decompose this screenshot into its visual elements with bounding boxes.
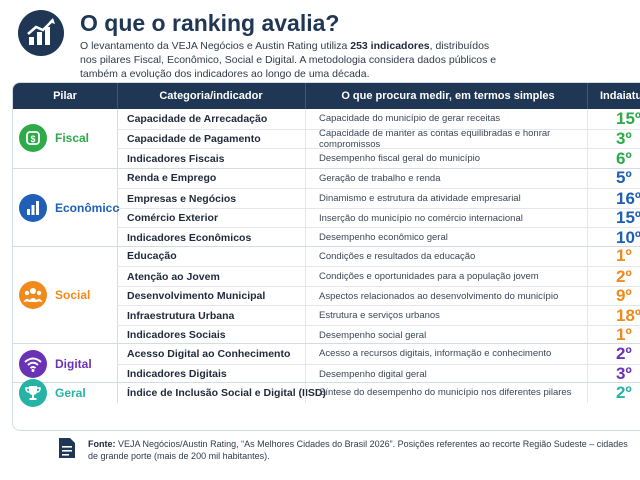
- descricao-cell: Capacidade de manter as contas equilibra…: [319, 128, 551, 151]
- source-note: Fonte: VEJA Negócios/Austin Rating, “As …: [88, 438, 628, 462]
- descricao-cell: Desempenho digital geral: [319, 368, 427, 380]
- posicao-cell: 3º: [616, 129, 632, 149]
- categoria-cell: Indicadores Digitais: [127, 368, 227, 381]
- table-row: Índice de Inclusão Social e Digital (IIS…: [117, 383, 640, 403]
- descricao-cell: Inserção do município no comércio intern…: [319, 212, 523, 224]
- posicao-cell: 18º: [616, 305, 640, 325]
- posicao-cell: 9º: [616, 286, 632, 306]
- categoria-cell: Acesso Digital ao Conhecimento: [127, 347, 291, 360]
- posicao-cell: 5º: [616, 168, 632, 188]
- pilar-group-fiscal: $ Fiscal Capacidade de Arrecadação Capacida…: [13, 109, 640, 169]
- descricao-cell: Estrutura e serviços urbanos: [319, 310, 440, 322]
- categoria-cell: Empresas e Negócios: [127, 192, 237, 205]
- table-row: Comércio Exterior Inserção do município n…: [117, 207, 640, 228]
- pilar-name: Econômico: [55, 200, 120, 215]
- categoria-cell: Capacidade de Arrecadação: [127, 112, 268, 125]
- table-row: Indicadores Sociais Desempenho social ger…: [117, 324, 640, 345]
- pilar-name: Social: [55, 288, 91, 303]
- categoria-cell: Infraestrutura Urbana: [127, 309, 235, 322]
- table-row: Renda e Emprego Geração de trabalho e ren…: [117, 168, 640, 188]
- table-row: Capacidade de Arrecadação Capacidade do m…: [117, 109, 640, 129]
- table-row: Indicadores Digitais Desempenho digital g…: [117, 363, 640, 384]
- pilar-name: Fiscal: [55, 131, 90, 146]
- source-label: Fonte:: [88, 439, 116, 449]
- pilar-group-geral: Geral Índice de Inclusão Social e Digital…: [13, 378, 640, 407]
- categoria-cell: Indicadores Fiscais: [127, 152, 225, 165]
- header-descricao: O que procura medir, em termos simples: [341, 89, 555, 102]
- people-icon: [19, 281, 47, 310]
- posicao-cell: 2º: [616, 343, 632, 363]
- posicao-cell: 2º: [616, 266, 632, 286]
- pilar-name: Geral: [55, 385, 86, 400]
- pilar-cell: Geral: [13, 378, 118, 407]
- svg-text:$: $: [30, 134, 35, 144]
- categoria-cell: Desenvolvimento Municipal: [127, 290, 266, 303]
- descricao-cell: Aspectos relacionados ao desenvolvimento…: [319, 290, 559, 302]
- posicao-cell: 15º: [616, 208, 640, 228]
- descricao-cell: Desempenho social geral: [319, 329, 427, 341]
- descricao-cell: Acesso a recursos digitais, informação e…: [319, 348, 552, 360]
- categoria-cell: Indicadores Sociais: [127, 329, 226, 342]
- table-row: Infraestrutura Urbana Estrutura e serviço…: [117, 305, 640, 326]
- trophy-icon: [19, 378, 47, 407]
- header-pilar: Pilar: [53, 89, 77, 102]
- categoria-cell: Educação: [127, 250, 177, 263]
- descricao-cell: Geração de trabalho e renda: [319, 172, 441, 184]
- table-row: Desenvolvimento Municipal Aspectos relaci…: [117, 285, 640, 306]
- table-row: Atenção ao Jovem Condições e oportunidade…: [117, 266, 640, 287]
- bar-chart-icon: [19, 193, 47, 222]
- pilar-cell: Digital: [13, 344, 118, 383]
- table-row: Capacidade de Pagamento Capacidade de man…: [117, 128, 640, 151]
- table-row: Indicadores Fiscais Desempenho fiscal ger…: [117, 148, 640, 169]
- categoria-cell: Capacidade de Pagamento: [127, 133, 261, 146]
- descricao-cell: Dinamismo e estrutura da atividade empre…: [319, 193, 521, 205]
- posicao-cell: 3º: [616, 364, 632, 384]
- table-row: Empresas e Negócios Dinamismo e estrutura…: [117, 188, 640, 209]
- page-title: O que o ranking avalia?: [80, 10, 340, 36]
- intro-suffix: , distribuídos nos pilares Fiscal, Econô…: [80, 40, 497, 80]
- intro-prefix: O levantamento da VEJA Negócios e Austin…: [80, 40, 348, 52]
- header: O que o ranking avalia? O levantamento d…: [16, 6, 636, 80]
- descricao-cell: Condições e oportunidades para a populaç…: [319, 271, 539, 283]
- posicao-cell: 15º: [616, 108, 640, 128]
- posicao-cell: 2º: [616, 382, 632, 402]
- posicao-cell: 1º: [616, 325, 632, 345]
- table-row: Acesso Digital ao Conhecimento Acesso a r…: [117, 344, 640, 364]
- document-icon: [58, 437, 76, 459]
- descricao-cell: Desempenho fiscal geral do município: [319, 153, 481, 165]
- pilar-group-digital: Digital Acesso Digital ao Conhecimento Ace…: [13, 343, 640, 384]
- table-row: Indicadores Econômicos Desempenho econômi…: [117, 227, 640, 248]
- categoria-cell: Indicadores Econômicos: [127, 231, 252, 244]
- header-posicao: Indaiatuba: [600, 89, 640, 102]
- ranking-table: Pilar Categoria/indicador O que procura …: [12, 82, 640, 431]
- table-row: Educação Condições e resultados da educaç…: [117, 246, 640, 266]
- categoria-cell: Índice de Inclusão Social e Digital (IIS…: [127, 386, 326, 399]
- pilar-name: Digital: [55, 356, 92, 371]
- money-bag-icon: $: [19, 124, 47, 153]
- posicao-cell: 16º: [616, 188, 640, 208]
- growth-chart-icon: [18, 10, 64, 56]
- categoria-cell: Atenção ao Jovem: [127, 270, 220, 283]
- intro-text: O levantamento da VEJA Negócios e Austin…: [80, 39, 500, 81]
- pilar-group-econômico: Econômico Renda e Emprego Geração de traba…: [13, 167, 640, 248]
- pilar-cell: $ Fiscal: [13, 109, 118, 168]
- posicao-cell: 1º: [616, 246, 632, 266]
- descricao-cell: Desempenho econômico geral: [319, 232, 448, 244]
- descricao-cell: Capacidade do município de gerar receita…: [319, 113, 501, 125]
- categoria-cell: Comércio Exterior: [127, 212, 219, 225]
- pilar-cell: Econômico: [13, 168, 120, 247]
- table-header: Pilar Categoria/indicador O que procura …: [13, 83, 640, 109]
- categoria-cell: Renda e Emprego: [127, 172, 217, 185]
- posicao-cell: 6º: [616, 148, 632, 168]
- posicao-cell: 10º: [616, 227, 640, 247]
- pilar-group-social: Social Educação Condições e resultados da …: [13, 245, 640, 345]
- descricao-cell: Condições e resultados da educação: [319, 250, 476, 262]
- intro-bold: 253 indicadores: [350, 40, 430, 52]
- header-categoria: Categoria/indicador: [159, 89, 263, 102]
- descricao-cell: Síntese do desempenho do município nos d…: [319, 387, 572, 399]
- source-text: VEJA Negócios/Austin Rating, “As Melhore…: [88, 439, 628, 461]
- wifi-icon: [19, 349, 47, 378]
- pilar-cell: Social: [13, 246, 118, 344]
